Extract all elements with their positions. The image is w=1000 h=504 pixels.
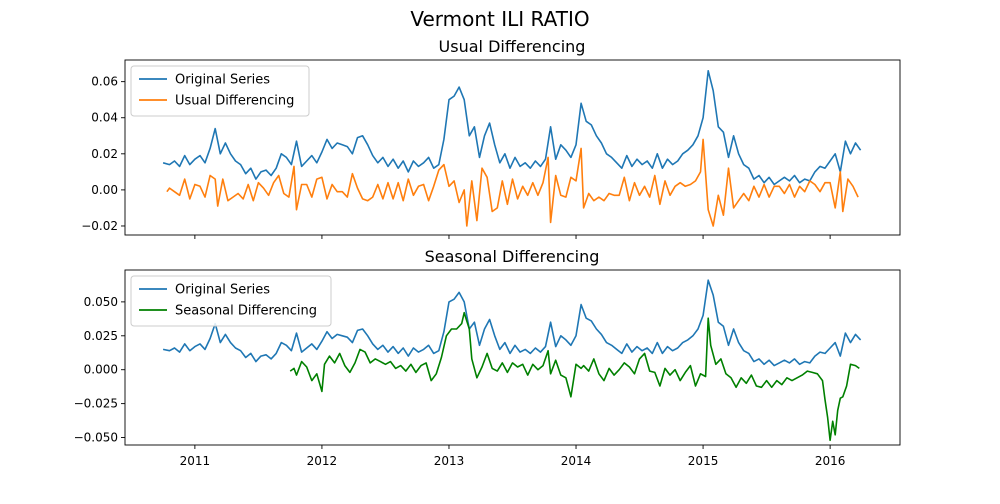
- y-tick-label: 0.000: [84, 363, 118, 377]
- legend: Original Series Seasonal Differencing: [130, 275, 332, 327]
- series-line-original-series: [162, 279, 862, 367]
- seasonal-differencing-panel: Seasonal Differencing −0.050 −0.025 0.000 0…: [74, 247, 901, 468]
- x-tick-label: 2011: [180, 454, 211, 468]
- usual-differencing-panel: Usual Differencing −0.02 0.00 0.02 0.04 0.06…: [81, 37, 901, 239]
- y-tick-label: 0.00: [91, 183, 118, 197]
- figure-title: Vermont ILI RATIO: [410, 7, 589, 31]
- legend-label: Usual Differencing: [175, 94, 294, 109]
- y-tick-label: 0.06: [91, 75, 118, 89]
- plot-area: −0.02 0.00 0.02 0.04 0.06 Original Series Usua…: [81, 59, 901, 239]
- plot-area: −0.050 −0.025 0.000 0.025 0.050 2011 2012 2013 2…: [74, 269, 901, 468]
- y-tick-label: −0.02: [81, 219, 118, 233]
- y-tick-label: 0.02: [91, 147, 118, 161]
- legend: Original Series Usual Differencing: [130, 65, 310, 117]
- y-tick-label: 0.025: [84, 329, 118, 343]
- x-tick-label: 2013: [434, 454, 465, 468]
- series-line-usual-differencing: [166, 138, 859, 227]
- axes-frame: [124, 59, 901, 236]
- legend-label: Original Series: [175, 283, 270, 298]
- axes-frame: [124, 269, 901, 446]
- x-tick-label: 2015: [688, 454, 719, 468]
- x-tick-label: 2012: [307, 454, 338, 468]
- panel-title: Seasonal Differencing: [425, 247, 600, 266]
- x-tick-label: 2016: [815, 454, 846, 468]
- legend-label: Seasonal Differencing: [175, 304, 317, 319]
- x-tick-label: 2014: [561, 454, 592, 468]
- y-tick-label: −0.025: [74, 397, 118, 411]
- series-line-original-series: [162, 70, 862, 186]
- y-tick-label: 0.050: [84, 295, 118, 309]
- panel-title: Usual Differencing: [439, 37, 586, 56]
- series-line-seasonal-differencing: [289, 311, 860, 442]
- y-tick-label: 0.04: [91, 111, 118, 125]
- legend-label: Original Series: [175, 73, 270, 88]
- y-tick-label: −0.050: [74, 431, 118, 445]
